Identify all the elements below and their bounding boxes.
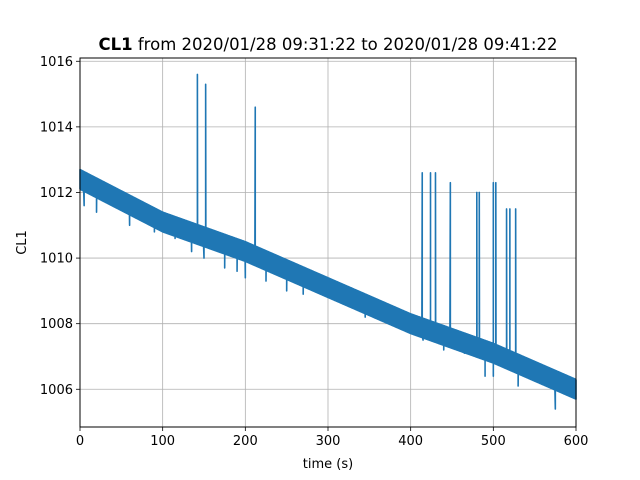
- x-tick-label: 0: [76, 434, 84, 449]
- data-series: [79, 73, 577, 410]
- y-tick-label: 1012: [40, 186, 73, 201]
- y-tick-label: 1010: [40, 252, 73, 267]
- x-tick-label: 100: [150, 434, 175, 449]
- x-tick-label: 600: [564, 434, 589, 449]
- grid-lines: [79, 58, 577, 427]
- x-tick-label: 200: [233, 434, 258, 449]
- chart-title: CL1 from 2020/01/28 09:31:22 to 2020/01/…: [99, 35, 558, 54]
- y-tick-label: 1008: [40, 317, 73, 332]
- x-axis-label: time (s): [303, 457, 353, 472]
- x-tick-label: 400: [398, 434, 423, 449]
- series-line: [79, 73, 577, 410]
- y-tick-label: 1016: [40, 55, 73, 70]
- x-tick-label: 500: [481, 434, 506, 449]
- x-tick-label: 300: [316, 434, 341, 449]
- axis-ticks: 0 100 200 300 400 500 600 1006 1008 1010 1012 1014 1…: [40, 55, 589, 449]
- chart-title-bold: CL1: [99, 35, 133, 54]
- y-axis-label: CL1: [15, 230, 30, 255]
- y-tick-label: 1014: [40, 120, 73, 135]
- y-tick-label: 1006: [40, 383, 73, 398]
- chart-title-rest: from 2020/01/28 09:31:22 to 2020/01/28 0…: [133, 35, 558, 54]
